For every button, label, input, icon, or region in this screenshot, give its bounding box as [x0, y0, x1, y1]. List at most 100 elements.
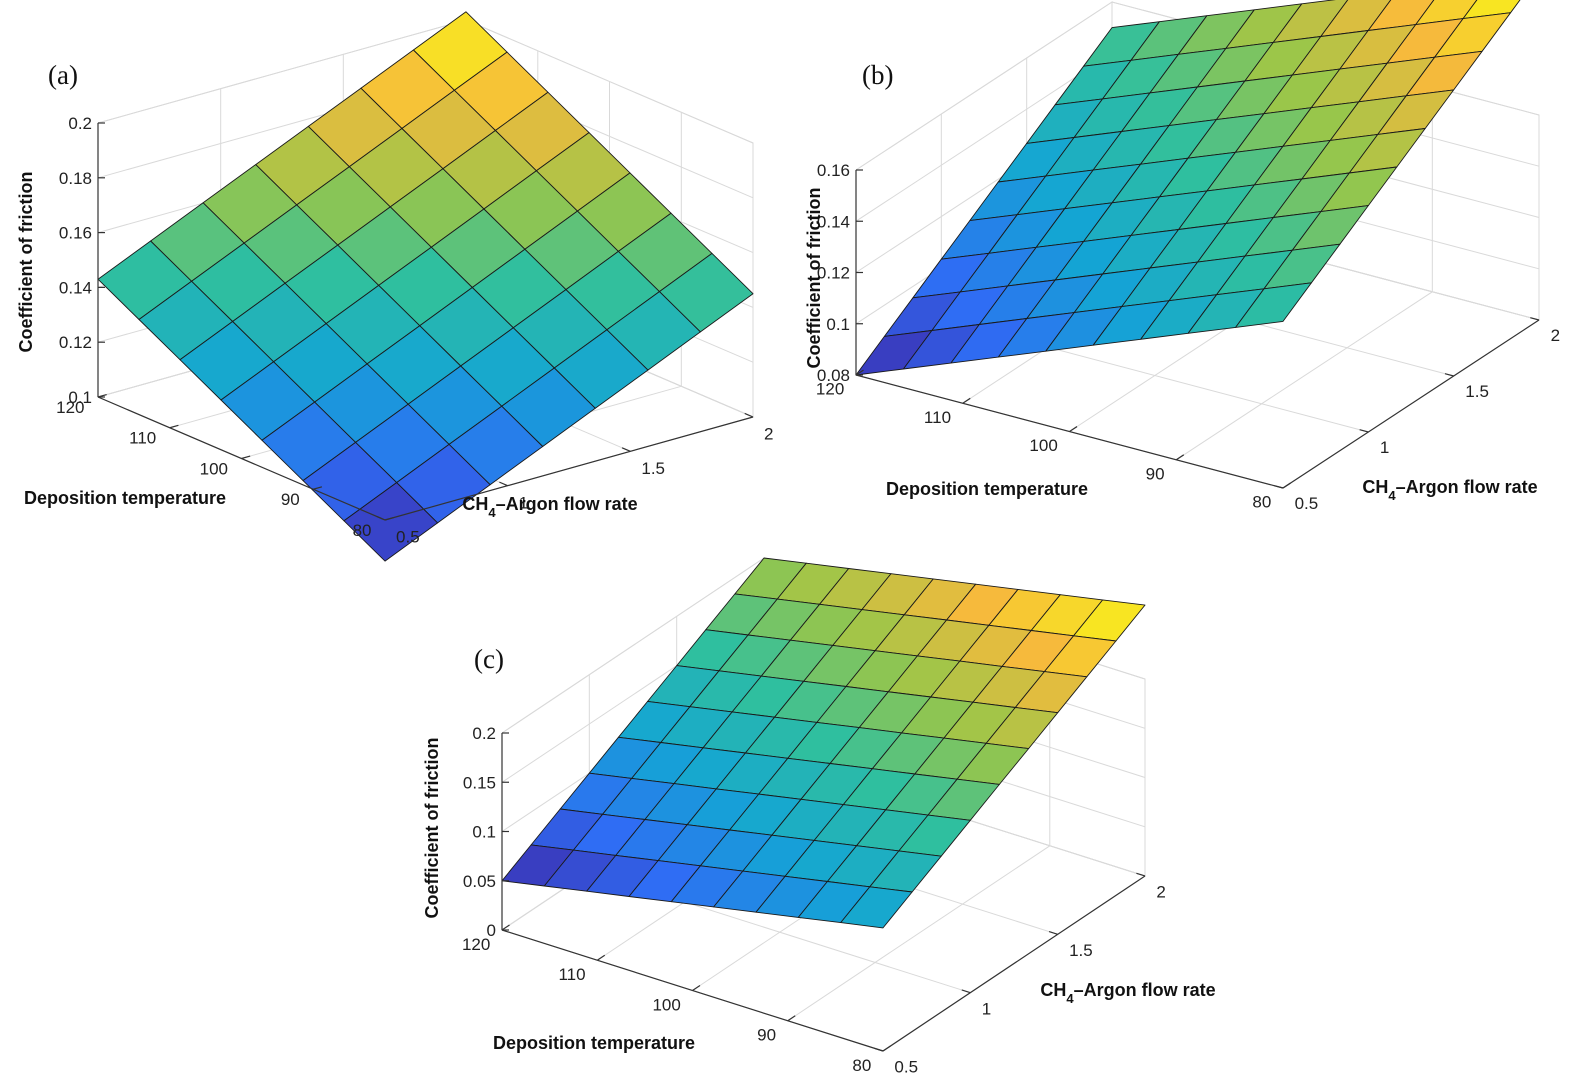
x-tick-label: 100: [1029, 436, 1057, 455]
y-axis-label-subscript: 4: [1388, 488, 1396, 503]
axes: 0.08 0.1 0.12 0.14 0.16 80 90 100 110 120 0.5 1 1.5 2: [816, 161, 1560, 513]
y-tick-label: 1.5: [1069, 941, 1093, 960]
y-tick-mark: [499, 481, 508, 487]
panel-c-surface-plot: 0 0.05 0.1 0.15 0.2 80 90 100 110 120 0.5 1 1.5 2 (c) C…: [422, 557, 1216, 1077]
panel-a-surface-plot: 0.1 0.12 0.14 0.16 0.18 0.2 80 90 100 110 120 0.5 1 1…: [16, 11, 773, 562]
z-tick-label: 0.1: [826, 315, 850, 334]
y-axis-label-subscript: 4: [488, 505, 496, 520]
panel-label: (c): [474, 644, 504, 674]
x-tick-mark: [384, 516, 394, 521]
x-tick-label: 90: [281, 490, 300, 509]
z-tick-label: 0.2: [472, 724, 496, 743]
x-tick-mark: [1069, 426, 1078, 433]
y-tick-mark: [1530, 317, 1540, 321]
y-axis-line: [384, 416, 754, 521]
x-tick-mark: [692, 985, 701, 991]
x-tick-mark: [501, 924, 510, 931]
y-axis-label-subscript: 4: [1066, 991, 1074, 1006]
y-tick-mark: [1274, 485, 1284, 489]
x-tick-label: 100: [200, 459, 228, 478]
surface-cell: [840, 886, 913, 929]
surface-cell: [1235, 282, 1312, 328]
x-tick-mark: [962, 397, 971, 404]
surface-mesh: [97, 11, 754, 562]
x-axis-label: Deposition temperature: [886, 479, 1088, 499]
x-tick-mark: [1175, 454, 1185, 461]
z-tick-label: 0: [487, 921, 496, 940]
y-tick-mark: [376, 515, 386, 521]
x-tick-label: 110: [924, 408, 951, 427]
y-axis-label-prefix: CH: [1362, 477, 1388, 497]
x-tick-label: 120: [462, 935, 490, 954]
x-tick-label: 90: [1146, 464, 1165, 483]
panel-b-surface-plot: 0.08 0.1 0.12 0.14 0.16 80 90 100 110 120 0.5 1 1.5 2…: [804, 0, 1560, 513]
z-tick-label: 0.1: [68, 388, 92, 407]
y-tick-mark: [621, 447, 631, 452]
y-tick-label: 1: [982, 999, 991, 1018]
y-tick-mark: [1359, 429, 1369, 433]
surface-mesh: [501, 557, 1146, 929]
z-axis-label: Coefficient of friction: [422, 738, 442, 919]
x-tick-label: 110: [129, 429, 156, 448]
x-tick-mark: [1282, 482, 1291, 489]
y-tick-label: 1: [519, 493, 528, 512]
x-tick-label: 80: [1252, 493, 1271, 512]
x-tick-mark: [787, 1015, 796, 1022]
y-tick-mark: [874, 1047, 884, 1052]
y-tick-label: 0.5: [396, 528, 420, 547]
y-axis-label-prefix: CH: [462, 494, 488, 514]
x-tick-label: 110: [558, 965, 585, 984]
y-axis-label: CH4–Argon flow rate: [1040, 980, 1215, 1006]
z-tick-label: 0.16: [817, 161, 850, 180]
y-axis-label: CH4–Argon flow rate: [1362, 477, 1537, 503]
z-axis-label: Coefficient of friction: [804, 188, 824, 369]
panel-label: (a): [48, 60, 78, 90]
x-tick-label: 80: [852, 1056, 871, 1075]
y-tick-mark: [1048, 931, 1058, 935]
surface-cell: [343, 482, 439, 562]
x-tick-mark: [169, 424, 179, 429]
z-tick-label: 0.14: [817, 212, 850, 231]
panel-label: (b): [862, 60, 893, 90]
y-tick-label: 1: [1380, 438, 1389, 457]
x-tick-mark: [855, 369, 864, 376]
z-tick-label: 0.15: [463, 773, 496, 792]
y-tick-label: 0.5: [894, 1058, 918, 1077]
y-tick-mark: [961, 989, 971, 994]
y-tick-label: 2: [764, 425, 773, 444]
x-tick-label: 90: [757, 1026, 776, 1045]
z-tick-label: 0.14: [59, 278, 92, 297]
x-axis-label: Deposition temperature: [24, 488, 226, 508]
z-tick-label: 0.08: [817, 366, 850, 385]
y-axis-label-suffix: –Argon flow rate: [496, 494, 638, 514]
y-tick-label: 0.5: [1295, 494, 1319, 513]
surface-mesh: [855, 0, 1521, 376]
z-tick-label: 0.16: [59, 224, 92, 243]
axes: 0.1 0.12 0.14 0.16 0.18 0.2 80 90 100 110 120 0.5 1 1…: [56, 114, 773, 547]
x-tick-mark: [596, 954, 606, 961]
x-tick-label: 120: [816, 380, 844, 399]
y-tick-mark: [1444, 373, 1454, 377]
x-tick-mark: [241, 455, 251, 460]
y-axis-label-suffix: –Argon flow rate: [1074, 980, 1216, 1000]
z-tick-label: 0.12: [59, 333, 92, 352]
z-axis-label: Coefficient of friction: [16, 172, 36, 353]
x-tick-mark: [97, 393, 107, 398]
z-tick-label: 0.1: [472, 823, 496, 842]
y-tick-label: 1.5: [641, 459, 665, 478]
x-axis-label: Deposition temperature: [493, 1033, 695, 1053]
x-tick-mark: [313, 486, 323, 490]
y-axis-label: CH4–Argon flow rate: [462, 494, 637, 520]
z-tick-label: 0.12: [817, 264, 850, 283]
y-tick-mark: [744, 412, 754, 418]
y-axis-line: [1282, 319, 1540, 489]
y-tick-label: 1.5: [1465, 382, 1489, 401]
y-axis-label-suffix: –Argon flow rate: [1396, 477, 1538, 497]
x-tick-label: 100: [652, 995, 680, 1014]
y-tick-label: 2: [1156, 883, 1165, 902]
x-tick-label: 120: [56, 398, 84, 417]
axes: 0 0.05 0.1 0.15 0.2 80 90 100 110 120 0.5 1 1.5 2: [462, 724, 1166, 1077]
y-tick-label: 2: [1551, 326, 1560, 345]
y-tick-mark: [1136, 872, 1146, 877]
